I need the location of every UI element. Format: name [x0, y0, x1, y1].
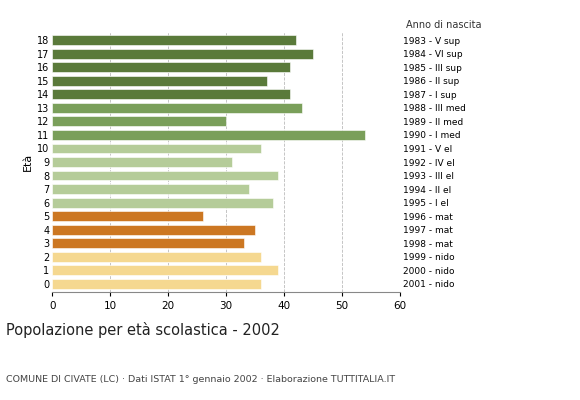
Bar: [52, 184, 249, 194]
Bar: [52, 116, 226, 126]
Bar: [52, 144, 261, 153]
Bar: [52, 49, 313, 58]
Bar: [52, 35, 296, 45]
Bar: [52, 225, 255, 234]
Text: COMUNE DI CIVATE (LC) · Dati ISTAT 1° gennaio 2002 · Elaborazione TUTTITALIA.IT: COMUNE DI CIVATE (LC) · Dati ISTAT 1° ge…: [6, 375, 395, 384]
Bar: [52, 90, 290, 99]
Bar: [52, 62, 290, 72]
Bar: [52, 279, 261, 289]
Bar: [52, 76, 267, 86]
Bar: [52, 266, 278, 275]
Bar: [52, 103, 302, 113]
Bar: [52, 252, 261, 262]
Bar: [52, 171, 278, 180]
Bar: [52, 211, 203, 221]
Y-axis label: Età: Età: [23, 153, 33, 171]
Bar: [52, 198, 273, 208]
Bar: [52, 157, 232, 167]
Bar: [52, 238, 244, 248]
Bar: [52, 130, 365, 140]
Text: Anno di nascita: Anno di nascita: [406, 20, 481, 30]
Text: Popolazione per età scolastica - 2002: Popolazione per età scolastica - 2002: [6, 322, 280, 338]
